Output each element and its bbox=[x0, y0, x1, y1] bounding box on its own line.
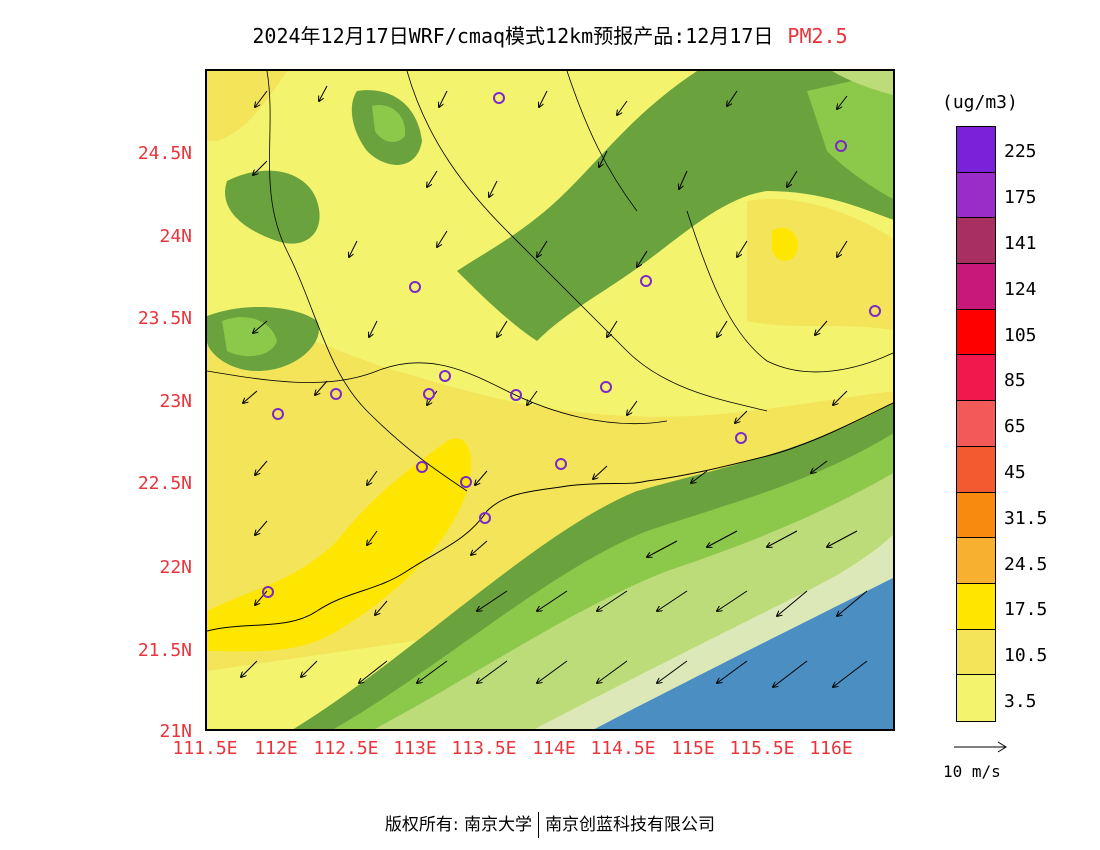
x-tick-label: 114E bbox=[532, 738, 576, 759]
x-tick-label: 113.5E bbox=[451, 738, 517, 759]
fill-31-patch-b bbox=[225, 170, 320, 244]
colorbar-label: 24.5 bbox=[1004, 554, 1048, 575]
fill-65-core bbox=[207, 438, 471, 652]
colorbar-label: 85 bbox=[1004, 370, 1026, 391]
colorbar-swatch bbox=[957, 127, 995, 173]
colorbar-label: 65 bbox=[1004, 416, 1026, 437]
footer-divider bbox=[538, 812, 540, 838]
colorbar-label: 3.5 bbox=[1004, 691, 1037, 712]
x-tick-label: 113E bbox=[393, 738, 437, 759]
y-tick-label: 24N bbox=[159, 226, 192, 247]
colorbar-label: 31.5 bbox=[1004, 508, 1048, 529]
colorbar-label: 105 bbox=[1004, 325, 1037, 346]
colorbar-swatch bbox=[957, 492, 995, 539]
copyright-text: 版权所有: 南京大学 bbox=[384, 815, 533, 835]
colorbar-label: 141 bbox=[1004, 233, 1037, 254]
colorbar-label: 124 bbox=[1004, 279, 1037, 300]
footer: 版权所有: 南京大学 南京创蓝科技有限公司 bbox=[0, 810, 1100, 838]
coastline bbox=[207, 402, 893, 632]
x-tick-label: 116E bbox=[809, 738, 853, 759]
y-tick-label: 21.5N bbox=[137, 640, 192, 661]
colorbar-swatch bbox=[957, 446, 995, 493]
colorbar-swatch bbox=[957, 675, 995, 721]
x-tick-label: 112.5E bbox=[313, 738, 379, 759]
colorbar bbox=[956, 126, 996, 722]
station-markers bbox=[262, 92, 881, 598]
fill-28-ne bbox=[807, 71, 893, 199]
title-text: 2024年12月17日WRF/cmaq模式12km预报产品:12月17日 bbox=[252, 24, 774, 48]
colorbar-unit: (ug/m3) bbox=[942, 92, 1018, 113]
x-tick-label: 115E bbox=[671, 738, 715, 759]
x-tick-label: 111.5E bbox=[172, 738, 238, 759]
y-tick-label: 22N bbox=[159, 557, 192, 578]
colorbar-swatch bbox=[957, 401, 995, 447]
colorbar-swatch bbox=[957, 218, 995, 265]
colorbar-swatch bbox=[957, 172, 995, 219]
x-tick-label: 115.5E bbox=[729, 738, 795, 759]
forecast-map bbox=[205, 69, 895, 731]
wind-reference-label: 10 m/s bbox=[943, 762, 1001, 781]
colorbar-swatch bbox=[957, 538, 995, 584]
y-tick-label: 22.5N bbox=[137, 473, 192, 494]
concentration-field bbox=[207, 71, 893, 729]
fill-24-ne bbox=[832, 71, 893, 95]
fill-17-sea bbox=[594, 578, 893, 729]
colorbar-swatch bbox=[957, 629, 995, 676]
fill-50-nw bbox=[207, 71, 287, 141]
colorbar-label: 175 bbox=[1004, 187, 1037, 208]
x-tick-label: 114.5E bbox=[590, 738, 656, 759]
colorbar-swatch bbox=[957, 583, 995, 630]
fill-31-north bbox=[457, 71, 893, 341]
admin-boundaries bbox=[207, 71, 893, 492]
pollutant-label: PM2.5 bbox=[787, 24, 848, 48]
colorbar-swatch bbox=[957, 309, 995, 356]
colorbar-label: 10.5 bbox=[1004, 645, 1048, 666]
fill-28-patch-a bbox=[372, 105, 406, 143]
wind-vectors bbox=[241, 85, 868, 687]
colorbar-swatch bbox=[957, 355, 995, 402]
map-title: 2024年12月17日WRF/cmaq模式12km预报产品:12月17日 PM2.… bbox=[0, 20, 1100, 49]
y-tick-label: 23.5N bbox=[137, 308, 192, 329]
fill-28-patch-c bbox=[222, 317, 277, 357]
fill-65-spot bbox=[772, 227, 798, 261]
wind-reference-arrow-icon bbox=[954, 741, 1007, 753]
colorbar-swatch bbox=[957, 264, 995, 310]
y-tick-label: 21N bbox=[159, 721, 192, 742]
y-tick-label: 24.5N bbox=[137, 143, 192, 164]
y-tick-label: 23N bbox=[159, 391, 192, 412]
colorbar-label: 17.5 bbox=[1004, 599, 1048, 620]
x-tick-label: 112E bbox=[254, 738, 298, 759]
company-name: 南京创蓝科技有限公司 bbox=[545, 815, 716, 835]
colorbar-label: 45 bbox=[1004, 462, 1026, 483]
colorbar-label: 225 bbox=[1004, 141, 1037, 162]
